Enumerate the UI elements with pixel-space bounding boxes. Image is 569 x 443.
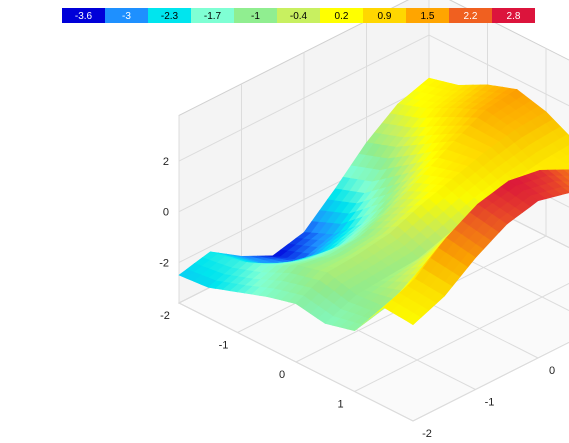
z-tick-label: -2 — [159, 257, 169, 269]
z-tick-label: 2 — [163, 156, 169, 168]
legend-label: -0.4 — [290, 11, 308, 22]
legend-label: 0.2 — [335, 11, 349, 22]
wall-gridline-z — [178, 34, 430, 162]
x-tick-label: 0 — [279, 369, 285, 381]
legend-swatch — [234, 8, 277, 23]
wall-gridline-z — [178, 85, 430, 213]
legend-swatch — [320, 8, 363, 23]
x-tick-label: -2 — [160, 310, 170, 322]
legend-label: -3 — [122, 11, 131, 22]
legend-label: 1.5 — [421, 11, 435, 22]
legend-label: 0.9 — [378, 11, 392, 22]
x-tick-label: 1 — [337, 399, 343, 411]
legend-swatch — [105, 8, 148, 23]
legend-label: -1 — [251, 11, 260, 22]
surface-patch — [405, 312, 422, 326]
floor-gridline-y — [178, 302, 414, 422]
legend-swatch — [449, 8, 492, 23]
z-tick-label: 0 — [163, 207, 169, 219]
wall-gridline-z — [428, 34, 569, 107]
legend-swatch — [277, 8, 320, 23]
legend-label: -3.6 — [75, 11, 93, 22]
chart-tick-labels: -2-101-2-101-202 — [159, 156, 555, 440]
legend-swatch — [148, 8, 191, 23]
legend-label: 2.2 — [464, 11, 478, 22]
legend-swatch — [406, 8, 449, 23]
surface-mesh — [178, 77, 569, 332]
legend-swatch — [363, 8, 406, 23]
legend-swatch — [62, 8, 105, 23]
legend-label: -2.3 — [161, 11, 179, 22]
y-tick-label: 0 — [549, 365, 555, 377]
color-legend: -3.6 -3 -2.3 -1.7 -1 -0.4 0.2 0.9 1.5 2.2 2.8 — [62, 8, 535, 23]
legend-swatch — [492, 8, 535, 23]
y-tick-label: -1 — [485, 397, 495, 409]
legend-swatch — [191, 8, 234, 23]
legend-label: -1.7 — [204, 11, 222, 22]
legend-label: 2.8 — [507, 11, 521, 22]
y-tick-label: -2 — [422, 428, 432, 440]
x-tick-label: -1 — [219, 340, 229, 352]
